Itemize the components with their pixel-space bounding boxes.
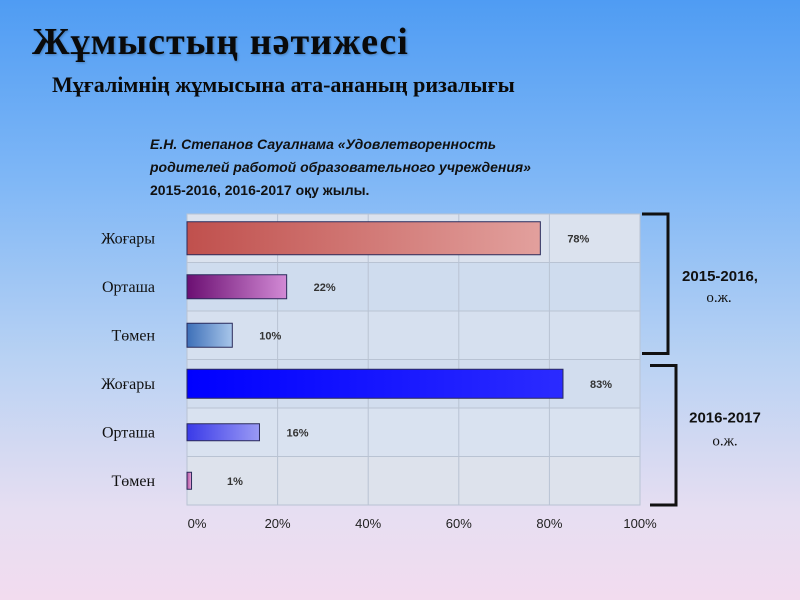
category-label: Жоғары — [101, 376, 155, 393]
bar — [186, 471, 193, 490]
group-sublabel: о.ж. — [706, 290, 731, 306]
data-label: 10% — [259, 330, 281, 342]
x-tick-label: 60% — [446, 516, 472, 531]
group-bracket — [650, 364, 678, 507]
category-label: Жоғары — [101, 230, 155, 247]
source-line-1: Е.Н. Степанов Сауалнама «Удовлетвореннос… — [150, 136, 497, 152]
x-tick-label: 20% — [265, 516, 291, 531]
data-label: 16% — [286, 427, 308, 439]
bar — [186, 322, 233, 348]
bar — [186, 423, 260, 442]
plot-row-bg — [186, 310, 641, 360]
group-bracket — [642, 212, 670, 355]
x-tick-label: 0% — [188, 516, 207, 531]
bar — [186, 274, 288, 300]
x-tick-label: 100% — [623, 516, 657, 531]
data-label: 78% — [567, 233, 589, 245]
plot-row-bg — [186, 407, 641, 457]
group-sublabel: о.ж. — [712, 433, 737, 449]
plot-row-bg — [186, 456, 641, 506]
x-tick-label: 40% — [355, 516, 381, 531]
data-label: 83% — [590, 379, 612, 391]
source-line-2: родителей работой образовательного учреж… — [150, 159, 531, 175]
data-label: 22% — [314, 282, 336, 294]
page-subtitle: Мұғалімнің жұмысына ата-ананың ризалығы — [52, 72, 515, 97]
page-title: Жұмыстың нәтижесі — [32, 21, 409, 63]
category-label: Орташа — [102, 424, 155, 441]
survey-source: Е.Н. Степанов Сауалнама «Удовлетвореннос… — [150, 133, 670, 202]
group-label: 2016-2017 — [689, 409, 761, 426]
data-label: 1% — [227, 476, 243, 488]
bar — [186, 221, 541, 256]
bar — [186, 368, 564, 399]
category-label: Төмен — [111, 327, 155, 344]
group-label: 2015-2016, — [682, 268, 758, 285]
category-label: Төмен — [111, 473, 155, 490]
source-line-3: 2015-2016, 2016-2017 оқу жылы. — [150, 182, 370, 198]
category-label: Орташа — [102, 279, 155, 296]
x-tick-label: 80% — [536, 516, 562, 531]
